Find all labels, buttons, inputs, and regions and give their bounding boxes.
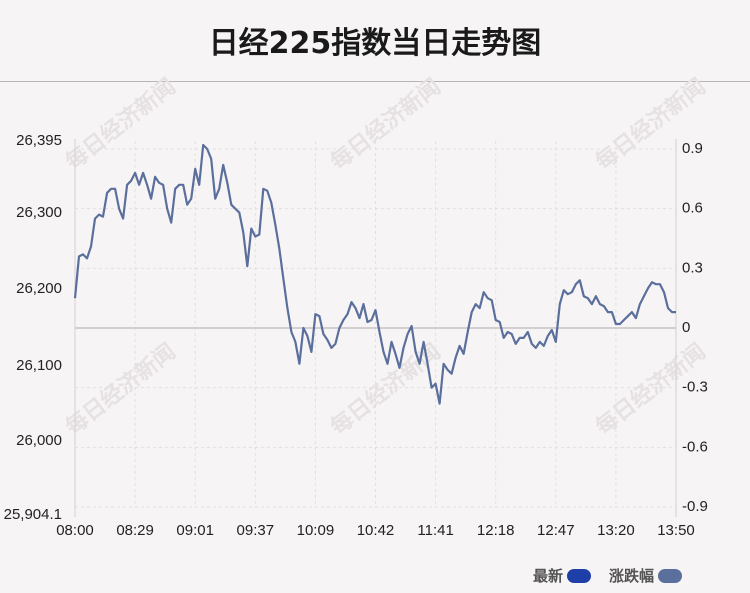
y-tick-label-left: 25,904.1: [4, 506, 62, 523]
y-tick-label-right: -0.3: [682, 379, 708, 396]
price-line: [73, 143, 676, 405]
x-tick-label: 08:29: [116, 522, 154, 539]
y-tick-label-left: 26,395: [16, 132, 62, 149]
legend-swatch-latest: [567, 568, 592, 583]
x-tick-label: 13:20: [597, 522, 635, 539]
y-tick-label-left: 26,000: [16, 432, 62, 449]
y-tick-label-right: 0: [682, 319, 690, 336]
x-tick-label: 10:09: [297, 522, 335, 539]
y-tick-label-left: 26,100: [16, 357, 62, 374]
legend-label-latest: 最新: [533, 567, 564, 585]
y-tick-label-right: -0.6: [682, 438, 708, 455]
x-tick-label: 09:37: [237, 522, 275, 539]
watermark-text: 每日经济新闻: [591, 74, 711, 176]
x-tick-label: 12:18: [477, 522, 515, 539]
chart-title: 日经225指数当日走势图: [208, 26, 542, 61]
legend-label-change: 涨跌幅: [609, 567, 655, 585]
watermark-text: 每日经济新闻: [326, 339, 446, 441]
y-tick-label-right: 0.3: [682, 259, 703, 276]
y-tick-label-right: 0.6: [682, 200, 703, 217]
legend-item-change: 涨跌幅: [609, 565, 683, 586]
watermark-text: 每日经济新闻: [61, 339, 181, 441]
title-divider: [0, 81, 750, 82]
watermark-text: 每日经济新闻: [326, 74, 446, 176]
x-tick-label: 08:00: [56, 522, 94, 539]
x-tick-label: 13:50: [657, 522, 695, 539]
x-tick-label: 12:47: [537, 522, 575, 539]
x-tick-label: 11:41: [417, 522, 453, 539]
legend-item-latest: 最新: [533, 565, 592, 586]
legend-swatch-change: [658, 568, 683, 583]
y-tick-label-right: -0.9: [682, 498, 708, 515]
x-tick-label: 10:42: [357, 522, 395, 539]
x-tick-label: 09:01: [176, 522, 214, 539]
y-tick-label-right: 0.9: [682, 140, 703, 157]
y-tick-label-left: 26,200: [16, 280, 62, 297]
y-tick-label-left: 26,300: [16, 204, 62, 221]
watermark-text: 每日经济新闻: [61, 74, 181, 176]
